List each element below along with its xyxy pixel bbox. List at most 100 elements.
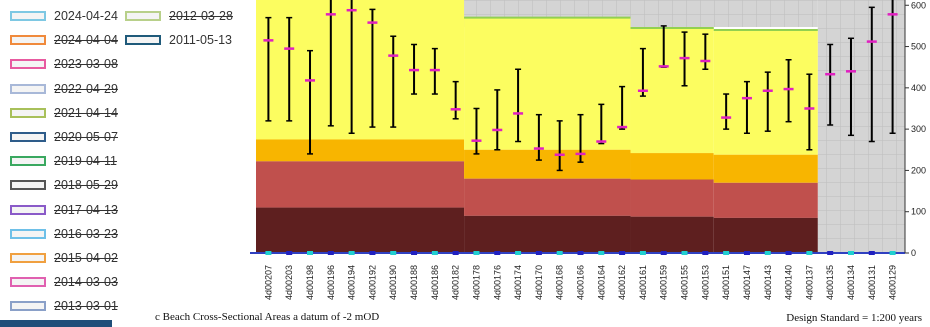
legend-item-2024-04-24[interactable]: 2024-04-24 xyxy=(10,8,118,24)
yellow-band xyxy=(713,30,818,155)
legend-label: 2018-05-29 xyxy=(54,178,118,193)
x-tick-label: 4d00186 xyxy=(430,265,440,300)
baseline-marker xyxy=(494,251,501,255)
legend-label: 2017-04-13 xyxy=(54,202,118,217)
y-tick-label: 100 xyxy=(911,207,926,217)
x-tick-label: 4d00137 xyxy=(804,265,814,300)
legend-label: 2020-05-07 xyxy=(54,130,118,144)
legend-swatch xyxy=(10,35,46,46)
legend-item-2017-04-13[interactable]: 2017-04-13 xyxy=(10,202,118,218)
x-tick-label: 4d00135 xyxy=(825,265,835,300)
x-tick-label: 4d00155 xyxy=(680,265,690,300)
legend-swatch xyxy=(10,83,46,94)
legend-item-2013-03-01[interactable]: 2013-03-01 xyxy=(10,298,118,314)
legend-item-2018-05-29[interactable]: 2018-05-29 xyxy=(10,177,118,193)
legend-item-2016-03-23[interactable]: 2016-03-23 xyxy=(10,226,118,242)
legend-swatch xyxy=(10,107,46,118)
x-tick-label: 4d00159 xyxy=(659,265,669,300)
x-tick-label: 4d00182 xyxy=(451,265,461,300)
baseline-marker xyxy=(556,251,563,255)
baseline-marker xyxy=(785,251,792,255)
x-tick-label: 4d00198 xyxy=(305,265,315,300)
legend-label: 2023-03-08 xyxy=(54,57,118,72)
baseline-marker xyxy=(660,251,667,255)
legend-label: 2024-04-04 xyxy=(54,33,118,48)
baseline-marker xyxy=(369,251,376,255)
orange-band xyxy=(630,153,714,180)
legend-label: 2024-04-24 xyxy=(54,9,118,23)
legend-swatch xyxy=(10,11,46,21)
x-tick-label: 4d00168 xyxy=(555,265,565,300)
baseline-marker xyxy=(806,251,813,255)
x-tick-label: 4d00151 xyxy=(721,265,731,300)
baseline-marker xyxy=(847,251,854,255)
legend-swatch xyxy=(10,180,46,191)
baseline-marker xyxy=(868,251,875,255)
dark-band xyxy=(464,215,631,253)
x-tick-label: 4d00207 xyxy=(263,265,273,300)
baseline-marker xyxy=(764,251,771,255)
legend-label: 2011-05-13 xyxy=(169,33,233,48)
baseline-marker xyxy=(827,251,834,255)
baseline-marker xyxy=(639,251,646,255)
y-tick-label: 600 xyxy=(911,0,926,10)
legend-item-2019-04-11[interactable]: 2019-04-11 xyxy=(10,153,117,169)
legend-label: 2013-03-01 xyxy=(54,299,118,314)
legend-swatch xyxy=(10,253,46,263)
baseline-marker xyxy=(743,251,750,255)
legend-item-2020-05-07[interactable]: 2020-05-07 xyxy=(10,129,118,145)
x-tick-label: 4d00134 xyxy=(846,265,856,300)
x-tick-label: 4d00196 xyxy=(326,265,336,300)
legend-label: 2015-04-02 xyxy=(54,251,118,265)
baseline-marker xyxy=(452,251,459,255)
legend-item-2021-04-14[interactable]: 2021-04-14 xyxy=(10,105,118,121)
legend: 2024-04-24 2024-04-04 2023-03-08 2022-04-29… xyxy=(0,0,250,327)
x-tick-label: 4d00140 xyxy=(784,265,794,300)
legend-item-2022-04-29[interactable]: 2022-04-29 xyxy=(10,81,118,97)
gray-region xyxy=(817,0,905,253)
legend-swatch xyxy=(10,204,46,215)
orange-band xyxy=(256,139,465,162)
legend-swatch xyxy=(10,156,46,167)
x-tick-label: 4d00170 xyxy=(534,265,544,300)
x-tick-label: 4d00143 xyxy=(763,265,773,300)
baseline-marker xyxy=(515,251,522,255)
x-tick-label: 4d00161 xyxy=(638,265,648,300)
y-tick-label: 200 xyxy=(911,165,926,175)
legend-swatch xyxy=(125,11,161,21)
x-tick-label: 4d00178 xyxy=(471,265,481,300)
baseline-marker xyxy=(431,251,438,255)
x-tick-label: 4d00162 xyxy=(617,265,627,300)
x-tick-label: 4d00147 xyxy=(742,265,752,300)
legend-bottom-bar xyxy=(0,320,112,327)
baseline-marker xyxy=(390,251,397,255)
red-band xyxy=(630,179,714,217)
dark-band xyxy=(256,207,465,253)
x-tick-label: 4d00188 xyxy=(409,265,419,300)
baseline-marker xyxy=(889,251,896,255)
legend-swatch xyxy=(10,228,46,239)
y-tick-label: 400 xyxy=(911,83,926,93)
x-tick-label: 4d00176 xyxy=(492,265,502,300)
legend-label: 2012-03-28 xyxy=(169,9,233,23)
baseline-marker xyxy=(535,251,542,255)
baseline-marker xyxy=(723,251,730,255)
legend-label: 2019-04-11 xyxy=(54,154,118,169)
legend-item-2011-05-13[interactable]: 2011-05-13 xyxy=(125,32,232,48)
x-tick-label: 4d00190 xyxy=(388,265,398,300)
legend-label: 2022-04-29 xyxy=(54,81,118,96)
legend-item-2012-03-28[interactable]: 2012-03-28 xyxy=(125,8,233,24)
baseline-marker xyxy=(702,251,709,255)
legend-swatch xyxy=(10,132,46,142)
legend-item-2023-03-08[interactable]: 2023-03-08 xyxy=(10,56,118,72)
yellow-band xyxy=(464,17,631,150)
legend-swatch xyxy=(10,59,46,70)
x-tick-label: 4d00194 xyxy=(347,265,357,300)
baseline-marker xyxy=(619,251,626,255)
legend-item-2024-04-04[interactable]: 2024-04-04 xyxy=(10,32,118,48)
legend-item-2015-04-02[interactable]: 2015-04-02 xyxy=(10,250,118,266)
design-standard-label: Design Standard = 1:200 years xyxy=(786,312,922,324)
y-tick-label: 0 xyxy=(911,248,916,258)
dark-band xyxy=(713,217,818,253)
legend-item-2014-03-03[interactable]: 2014-03-03 xyxy=(10,274,118,290)
